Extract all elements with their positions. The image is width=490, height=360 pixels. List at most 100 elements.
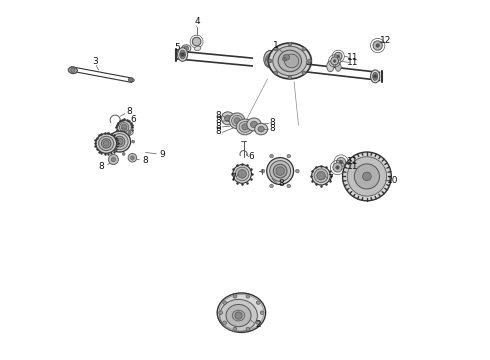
Ellipse shape [235, 167, 249, 181]
Text: 8: 8 [216, 111, 221, 120]
Circle shape [287, 184, 291, 188]
Circle shape [333, 59, 336, 62]
Ellipse shape [370, 70, 380, 83]
Ellipse shape [270, 161, 291, 181]
Ellipse shape [264, 50, 276, 68]
Ellipse shape [69, 67, 77, 73]
Circle shape [343, 152, 392, 201]
Circle shape [219, 311, 222, 315]
Circle shape [276, 167, 285, 175]
Text: 5: 5 [175, 43, 180, 52]
Circle shape [116, 138, 123, 145]
Text: 8: 8 [216, 116, 221, 125]
Text: 6: 6 [130, 114, 136, 123]
Ellipse shape [267, 158, 294, 184]
Circle shape [234, 118, 240, 124]
Circle shape [128, 131, 131, 134]
Text: 1: 1 [272, 41, 278, 50]
Circle shape [260, 311, 264, 315]
Circle shape [223, 301, 226, 304]
Circle shape [269, 59, 272, 63]
Circle shape [131, 156, 134, 159]
Ellipse shape [221, 112, 234, 125]
Ellipse shape [236, 119, 254, 135]
Ellipse shape [126, 130, 133, 135]
Ellipse shape [177, 48, 188, 61]
Circle shape [354, 164, 379, 189]
Ellipse shape [117, 120, 131, 134]
Ellipse shape [232, 115, 243, 126]
Circle shape [122, 153, 125, 156]
Text: 3: 3 [92, 57, 98, 66]
Text: 11: 11 [347, 162, 358, 171]
Ellipse shape [312, 166, 330, 185]
Circle shape [111, 157, 116, 162]
Circle shape [242, 124, 248, 130]
Circle shape [192, 37, 201, 46]
Circle shape [238, 170, 246, 178]
Text: 8: 8 [216, 127, 221, 136]
Circle shape [132, 140, 135, 143]
Circle shape [107, 132, 110, 135]
Circle shape [261, 169, 265, 173]
Ellipse shape [269, 43, 311, 79]
Ellipse shape [184, 46, 189, 50]
Ellipse shape [224, 115, 231, 122]
Ellipse shape [229, 113, 245, 129]
Ellipse shape [266, 54, 275, 67]
Ellipse shape [239, 121, 251, 132]
Ellipse shape [255, 123, 268, 135]
Circle shape [373, 75, 377, 78]
Circle shape [331, 57, 339, 65]
Ellipse shape [283, 54, 290, 60]
Ellipse shape [120, 123, 129, 132]
Text: 7: 7 [231, 173, 236, 182]
Ellipse shape [335, 63, 341, 71]
Ellipse shape [273, 46, 307, 76]
Circle shape [233, 294, 237, 298]
Circle shape [107, 148, 110, 150]
Circle shape [295, 169, 299, 173]
Ellipse shape [278, 50, 301, 72]
Text: 8: 8 [216, 122, 221, 131]
Ellipse shape [250, 121, 258, 128]
Ellipse shape [285, 54, 299, 68]
Text: 8: 8 [126, 107, 132, 116]
Ellipse shape [195, 46, 201, 51]
Circle shape [270, 184, 273, 188]
Ellipse shape [373, 72, 378, 80]
Ellipse shape [114, 136, 125, 147]
Circle shape [235, 312, 242, 319]
Text: 8: 8 [98, 162, 104, 171]
Circle shape [246, 294, 249, 298]
Ellipse shape [327, 61, 334, 72]
Circle shape [71, 68, 75, 72]
Ellipse shape [247, 118, 261, 131]
Circle shape [334, 52, 342, 60]
Text: 11: 11 [347, 53, 358, 62]
Ellipse shape [180, 50, 186, 59]
Circle shape [274, 47, 278, 51]
Ellipse shape [220, 300, 257, 332]
Circle shape [233, 327, 237, 331]
Circle shape [270, 154, 273, 158]
Circle shape [122, 125, 127, 130]
Ellipse shape [273, 164, 287, 178]
Ellipse shape [181, 45, 191, 52]
Circle shape [122, 128, 125, 131]
Ellipse shape [314, 169, 328, 183]
Circle shape [302, 47, 306, 51]
Circle shape [363, 172, 371, 181]
Ellipse shape [111, 134, 128, 150]
Text: 8: 8 [270, 124, 275, 133]
Circle shape [108, 154, 119, 165]
Ellipse shape [226, 305, 251, 327]
Text: 8: 8 [143, 156, 148, 165]
Ellipse shape [128, 78, 134, 82]
Ellipse shape [98, 136, 114, 150]
Text: 12: 12 [380, 36, 391, 45]
Circle shape [376, 44, 379, 47]
Ellipse shape [217, 293, 266, 332]
Circle shape [339, 160, 343, 164]
Circle shape [246, 327, 249, 331]
